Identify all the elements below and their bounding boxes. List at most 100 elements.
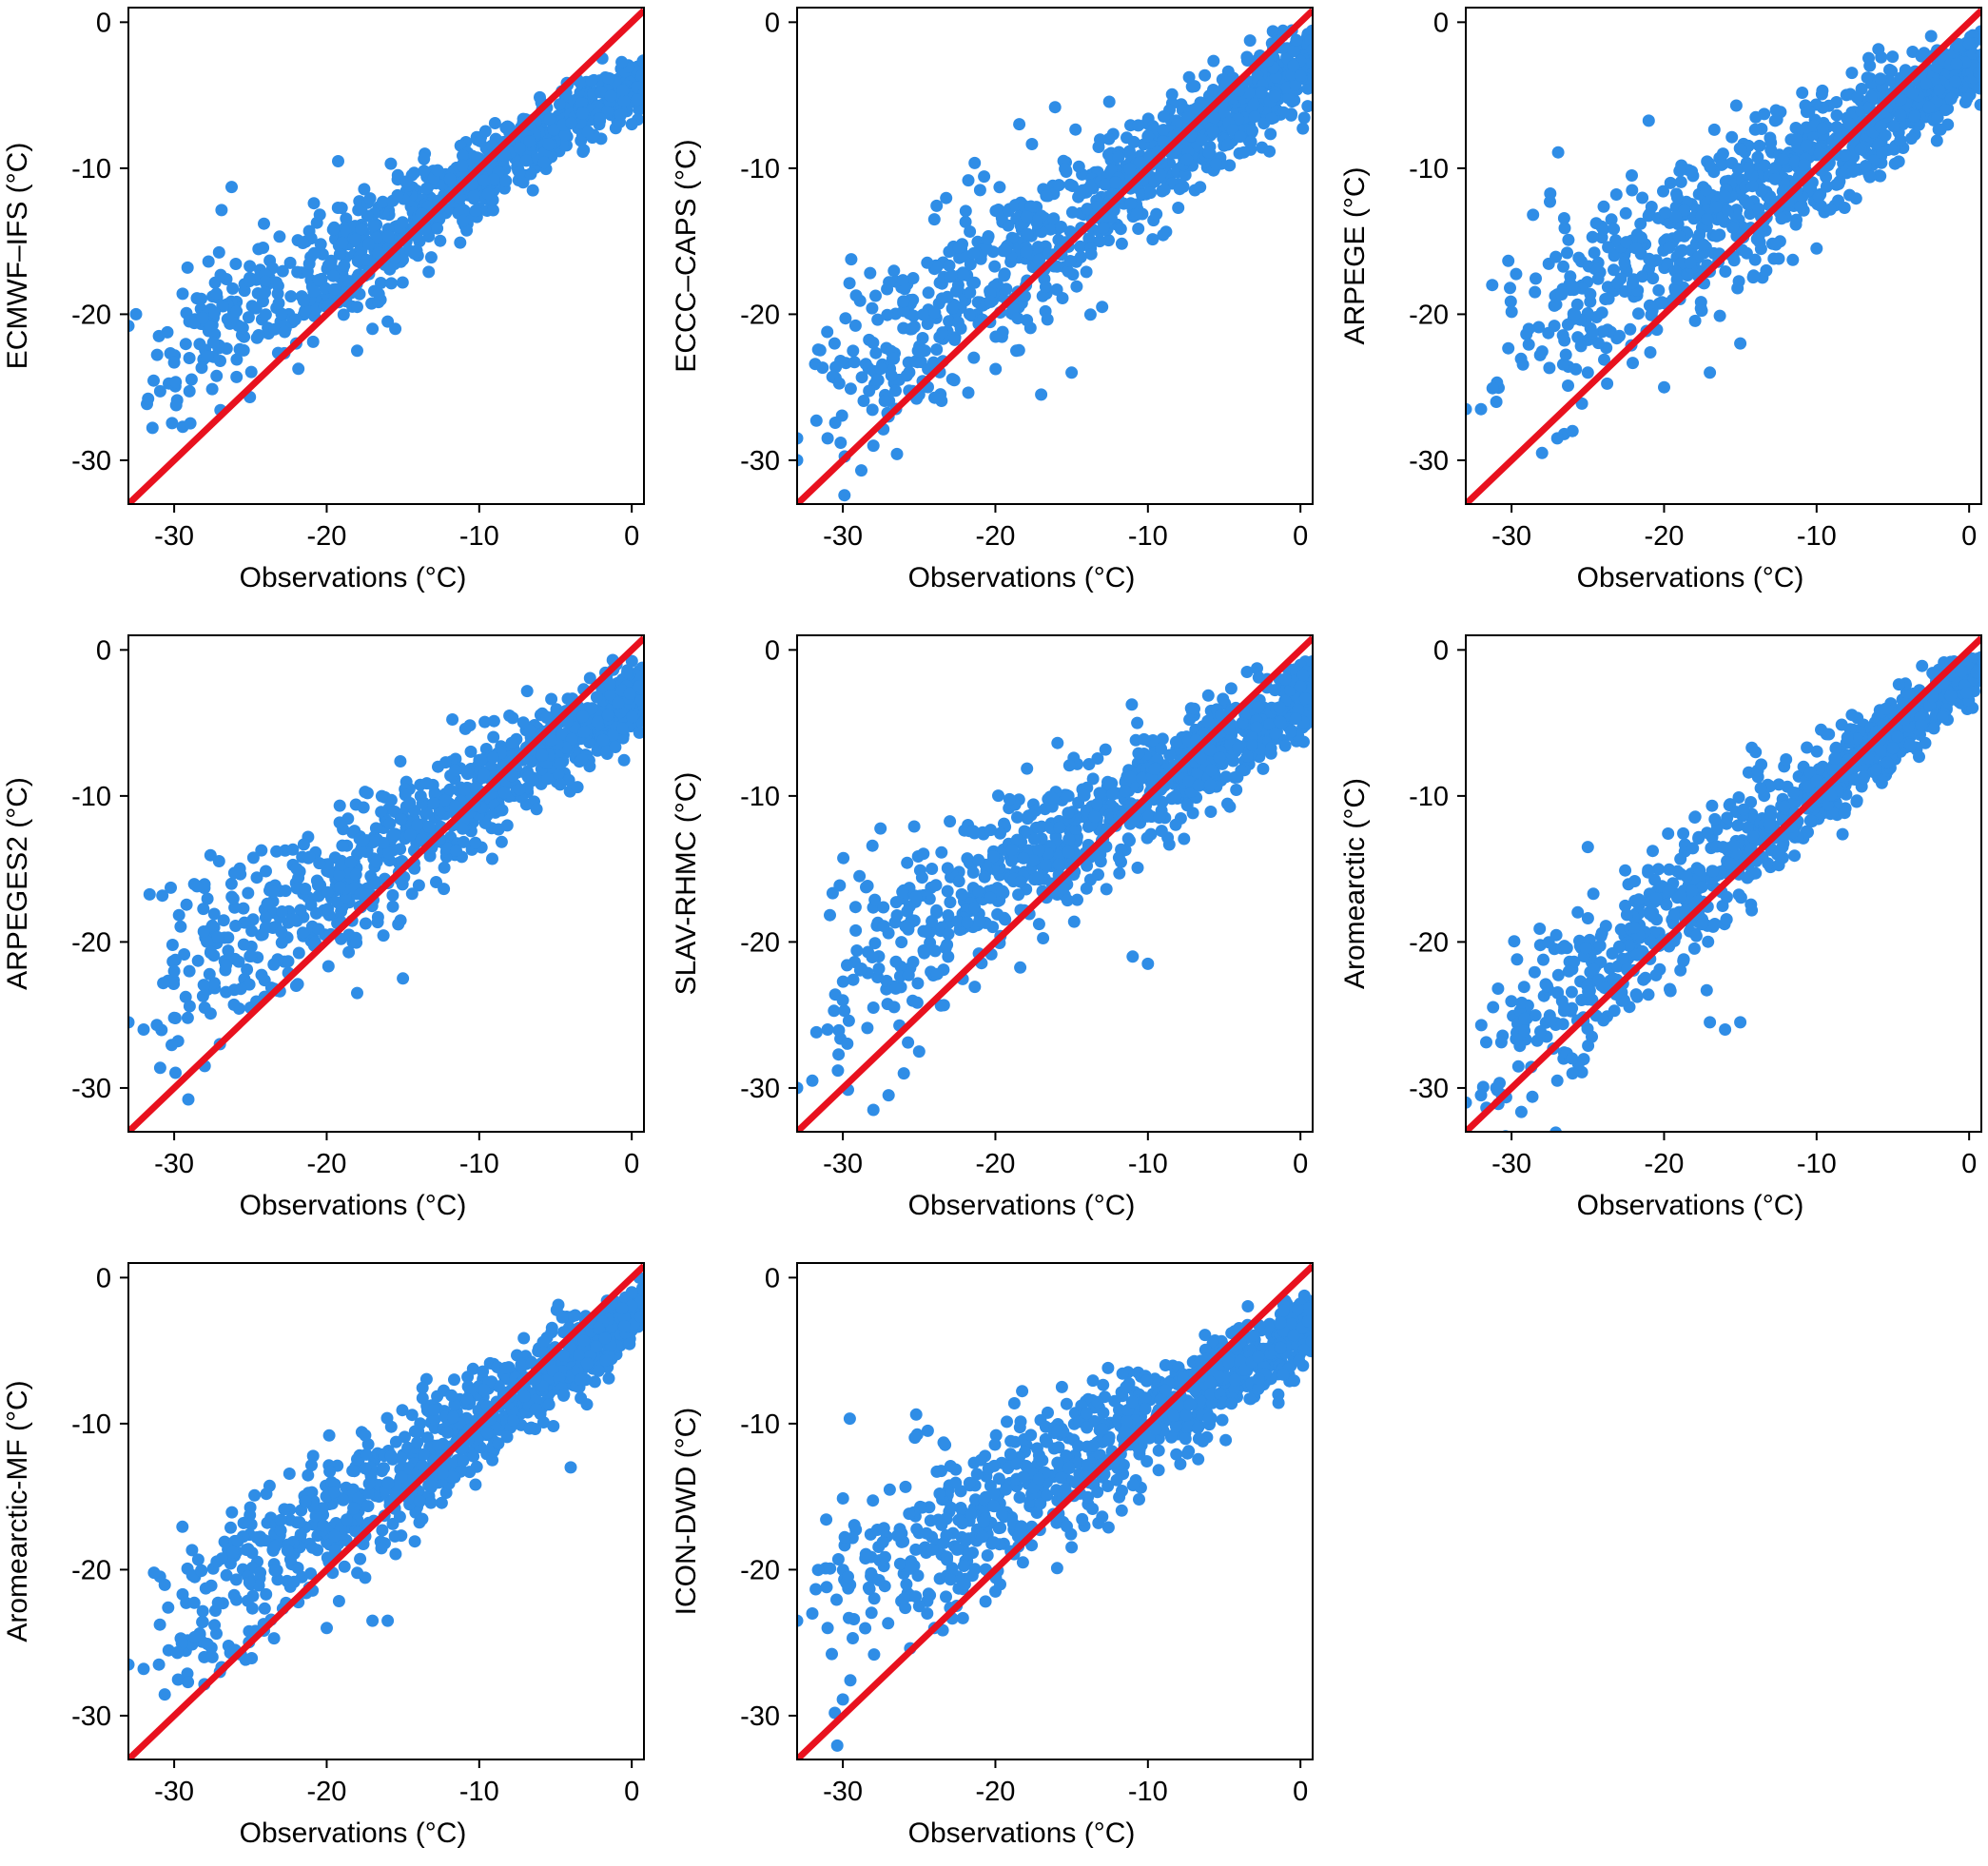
data-point bbox=[469, 836, 482, 849]
data-point bbox=[1569, 307, 1582, 321]
data-point bbox=[1895, 93, 1907, 107]
data-point bbox=[1078, 788, 1091, 802]
data-point bbox=[279, 884, 292, 898]
data-point bbox=[1093, 787, 1106, 800]
data-point bbox=[887, 352, 901, 365]
data-point bbox=[614, 108, 628, 122]
plot-area bbox=[797, 8, 1313, 504]
data-point bbox=[267, 958, 281, 971]
data-point bbox=[836, 975, 849, 988]
data-point bbox=[1097, 222, 1110, 235]
data-point bbox=[457, 835, 470, 848]
data-point bbox=[388, 827, 401, 841]
data-point bbox=[929, 879, 943, 892]
data-point bbox=[1155, 825, 1168, 838]
data-point bbox=[249, 301, 263, 315]
data-point bbox=[1916, 659, 1929, 672]
data-point bbox=[1624, 322, 1637, 336]
data-point bbox=[166, 1039, 178, 1052]
data-point bbox=[927, 213, 941, 226]
x-tick-label: -30 bbox=[154, 521, 194, 552]
data-point bbox=[1820, 180, 1833, 193]
data-point bbox=[1232, 741, 1245, 754]
data-point bbox=[496, 804, 509, 817]
data-point bbox=[128, 320, 135, 333]
data-point bbox=[837, 851, 850, 865]
data-point bbox=[412, 879, 425, 892]
data-point bbox=[838, 1004, 851, 1018]
data-point bbox=[921, 256, 934, 269]
data-point bbox=[174, 920, 187, 933]
data-point bbox=[1169, 818, 1182, 831]
data-point bbox=[901, 856, 914, 869]
x-tick-label: -30 bbox=[1491, 521, 1531, 552]
identity-line bbox=[797, 8, 1313, 504]
data-point bbox=[246, 851, 260, 865]
identity-line bbox=[797, 635, 1313, 1132]
data-point bbox=[1742, 198, 1754, 211]
data-point bbox=[1749, 110, 1763, 124]
data-point bbox=[1192, 779, 1205, 792]
data-point bbox=[1746, 271, 1760, 284]
data-point bbox=[1772, 252, 1785, 265]
data-point bbox=[1753, 139, 1766, 152]
data-point bbox=[255, 844, 268, 857]
data-point bbox=[296, 926, 309, 940]
data-point bbox=[1131, 861, 1144, 874]
data-point bbox=[185, 373, 198, 386]
data-point bbox=[1701, 213, 1714, 226]
data-point bbox=[226, 892, 240, 905]
data-point bbox=[1194, 181, 1207, 194]
data-point bbox=[1106, 787, 1120, 801]
data-point bbox=[443, 172, 457, 185]
data-point bbox=[871, 374, 885, 387]
data-point bbox=[1203, 778, 1217, 791]
data-point bbox=[1188, 702, 1200, 715]
data-point bbox=[1067, 915, 1081, 928]
data-point bbox=[1035, 820, 1048, 833]
data-point bbox=[1088, 810, 1101, 824]
data-point bbox=[1644, 346, 1657, 359]
data-point bbox=[486, 852, 498, 865]
plot-area bbox=[1466, 635, 1981, 1132]
data-point bbox=[1099, 178, 1112, 191]
data-point bbox=[244, 365, 258, 379]
x-tick-label: -20 bbox=[1645, 521, 1685, 552]
data-point bbox=[1080, 265, 1093, 279]
data-point bbox=[1219, 770, 1233, 784]
data-point bbox=[358, 183, 371, 196]
data-point bbox=[596, 733, 610, 747]
data-point bbox=[1063, 178, 1077, 191]
data-point bbox=[469, 204, 482, 218]
data-point bbox=[1664, 176, 1677, 189]
data-point bbox=[1069, 123, 1082, 136]
data-point bbox=[855, 464, 867, 477]
data-point bbox=[1201, 689, 1215, 702]
data-point bbox=[1734, 143, 1747, 156]
data-point bbox=[797, 454, 804, 467]
data-point bbox=[391, 188, 404, 202]
data-point bbox=[1070, 280, 1083, 293]
data-point bbox=[1006, 302, 1020, 315]
data-point bbox=[626, 710, 639, 724]
data-point bbox=[1655, 296, 1668, 309]
data-point bbox=[157, 977, 170, 990]
data-point bbox=[1074, 250, 1087, 263]
data-point bbox=[540, 711, 554, 724]
data-point bbox=[167, 974, 180, 987]
data-point bbox=[1788, 155, 1802, 168]
data-point bbox=[1564, 270, 1577, 283]
data-point bbox=[1217, 692, 1230, 706]
data-point bbox=[963, 307, 976, 321]
data-point bbox=[201, 935, 213, 948]
x-axis-title: Observations (°C) bbox=[908, 562, 1136, 593]
data-point bbox=[1061, 894, 1074, 907]
data-point bbox=[1146, 233, 1160, 246]
data-point bbox=[1474, 1019, 1488, 1032]
data-point bbox=[890, 447, 904, 460]
data-point bbox=[1203, 743, 1217, 756]
data-point bbox=[881, 308, 894, 321]
data-point bbox=[968, 276, 982, 289]
data-point bbox=[270, 276, 283, 289]
data-point bbox=[1760, 263, 1773, 277]
